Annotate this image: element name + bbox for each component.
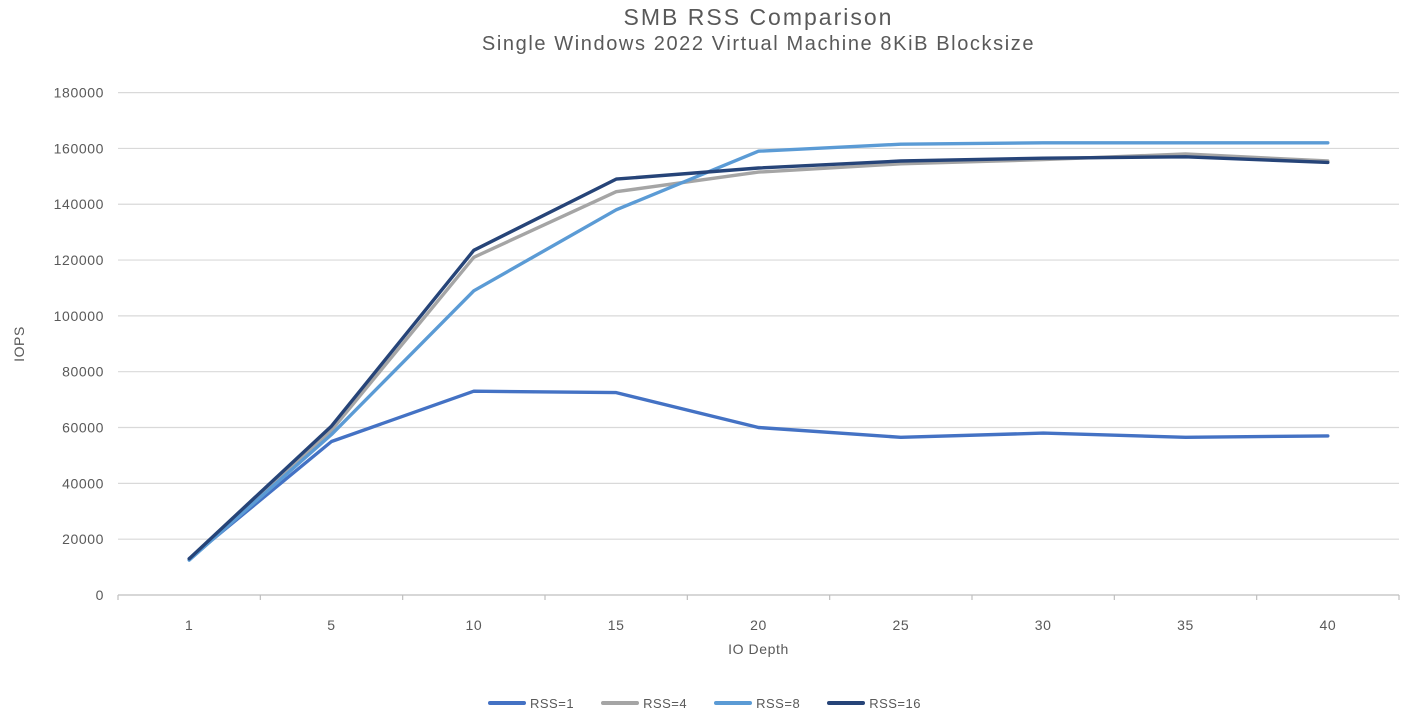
legend-item-rss-8: RSS=8 <box>714 696 800 711</box>
legend-swatch <box>488 701 526 705</box>
y-tick-label: 120000 <box>54 252 104 268</box>
chart-subtitle: Single Windows 2022 Virtual Machine 8KiB… <box>481 33 1036 55</box>
chart-title: SMB RSS Comparison <box>623 4 894 30</box>
legend-label: RSS=16 <box>869 695 921 711</box>
legend-item-rss-16: RSS=16 <box>827 696 921 711</box>
x-tick-label: 25 <box>892 617 909 633</box>
y-tick-label: 180000 <box>54 85 104 101</box>
y-tick-label: 140000 <box>54 196 104 212</box>
y-tick-label: 0 <box>96 587 104 603</box>
legend-label: RSS=4 <box>643 695 688 711</box>
legend-swatch <box>714 701 753 705</box>
x-tick-label: 15 <box>608 617 625 633</box>
x-tick-label: 40 <box>1319 617 1336 633</box>
y-tick-label: 100000 <box>54 308 104 324</box>
y-tick-label: 60000 <box>62 420 104 436</box>
y-tick-label: 20000 <box>62 531 104 547</box>
legend: RSS=1 RSS=4 RSS=8 RSS=16 <box>0 691 1409 715</box>
x-tick-label: 5 <box>327 617 335 633</box>
legend-swatch <box>601 701 640 705</box>
x-tick-label: 10 <box>465 617 482 633</box>
x-tick-label: 1 <box>185 617 193 633</box>
x-tick-label: 20 <box>750 617 767 633</box>
legend-item-rss-1: RSS=1 <box>488 696 574 711</box>
x-tick-label: 30 <box>1035 617 1052 633</box>
series-line-rss-4 <box>187 152 1330 561</box>
x-axis-title: IO Depth <box>728 641 789 657</box>
legend-label: RSS=1 <box>530 695 575 711</box>
series-line-rss-1 <box>187 389 1330 561</box>
legend-item-rss-4: RSS=4 <box>601 696 687 711</box>
y-tick-label: 40000 <box>62 475 104 491</box>
series-line-rss-16 <box>187 155 1330 561</box>
legend-swatch <box>827 701 866 705</box>
y-tick-label: 160000 <box>54 140 104 156</box>
legend-label: RSS=8 <box>756 695 801 711</box>
y-axis-title: IOPS <box>11 326 27 362</box>
x-tick-label: 35 <box>1177 617 1194 633</box>
y-tick-label: 80000 <box>62 364 104 380</box>
series-line-rss-8 <box>187 141 1330 562</box>
